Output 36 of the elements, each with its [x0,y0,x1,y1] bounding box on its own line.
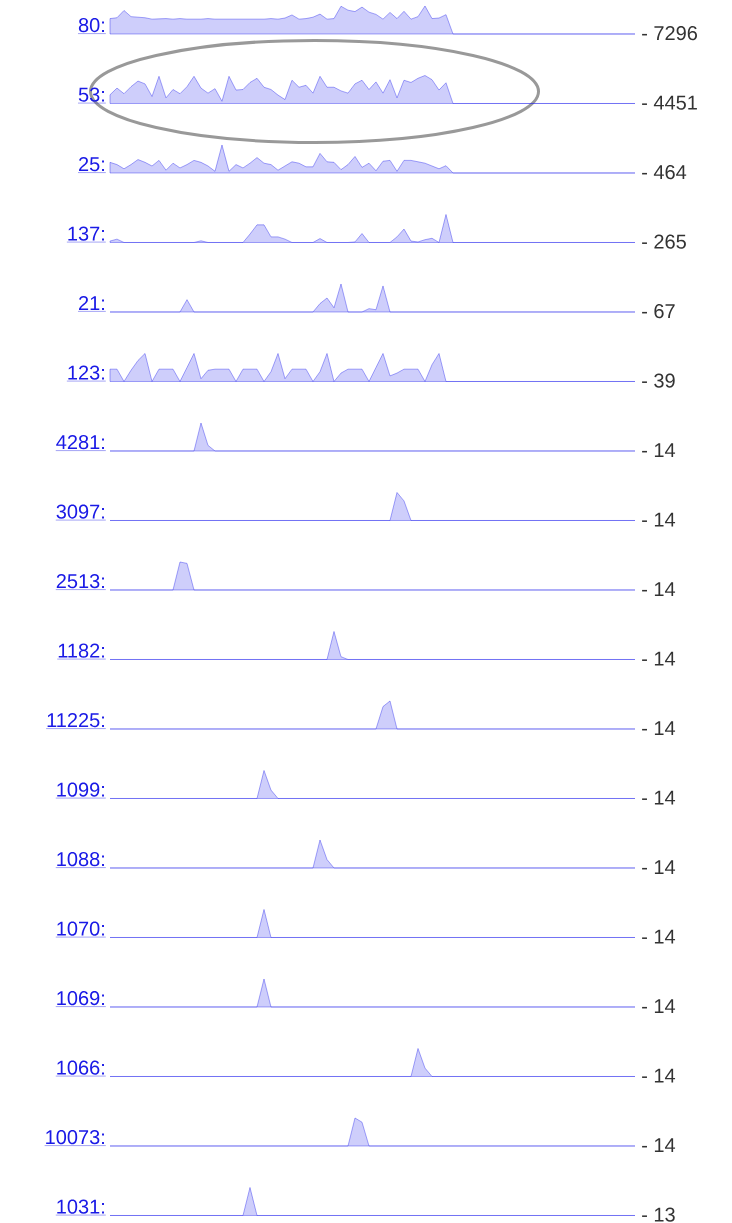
chart-title: 1099: [57,782,104,797]
chart-title: 3097: [56,504,104,519]
text: - 4451 [642,95,697,110]
text: - 14 [642,860,676,874]
chart-title: 1088: [57,852,104,867]
chart-title: 11225: [47,713,104,728]
chart-title: 25: [79,157,104,172]
chart-title: 123: [68,365,104,380]
chart-title: 21: [79,296,104,310]
chart-title: 4281: [56,435,104,450]
text: - 14 [642,790,676,805]
text: - 14 [642,582,676,596]
text: - 14 [642,721,676,735]
text: - 464 [642,165,687,180]
text: - 14 [642,1068,676,1083]
text: - 265 [642,234,686,249]
text: - 14 [642,929,676,944]
text: - 14 [642,512,676,527]
chart-title: 1066: [57,1060,104,1075]
text: - 14 [642,1138,676,1152]
chart-title: 80: [78,18,104,33]
chart-title: 10073: [46,1130,104,1145]
text: - 14 [642,651,676,666]
chart-title: 1031: [57,1199,104,1214]
chart-title: 137: [68,226,104,241]
text: - 14 [642,999,676,1013]
chart-title: 1182: [58,643,104,658]
chart-title: 2513: [56,574,104,589]
text: - 67 [642,304,675,319]
chart-title: 1069: [57,991,104,1006]
chart-title: 1070: [57,921,104,936]
text: - 14 [642,443,676,457]
chart-title: 53: [78,87,104,102]
text: - 7296 [642,26,697,41]
text: - 39 [642,373,675,388]
text: - 13 [642,1207,675,1222]
